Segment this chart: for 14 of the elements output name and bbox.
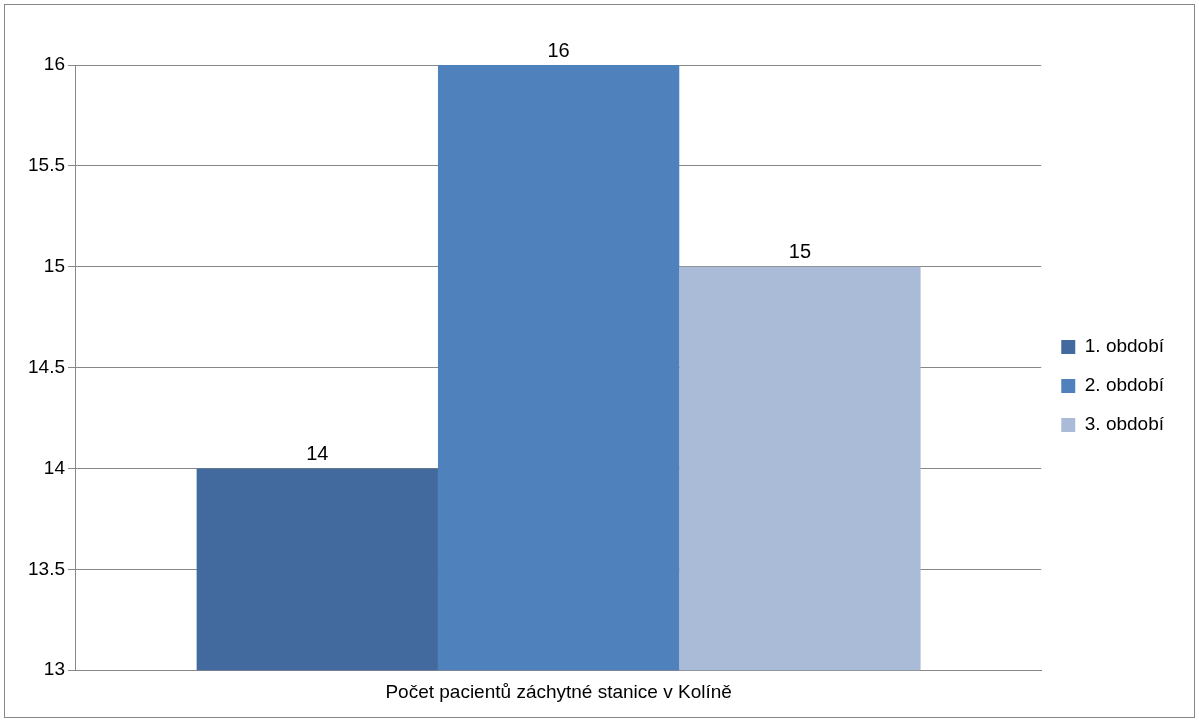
y-tick-label: 15 (43, 254, 65, 276)
y-tick-label: 14.5 (28, 355, 65, 377)
data-label: 15 (788, 240, 812, 263)
legend-label: 1. období (1084, 335, 1165, 357)
y-tick-label: 16 (43, 53, 65, 75)
data-label: 14 (306, 441, 329, 464)
y-tick-label: 14 (43, 456, 66, 478)
y-tick-label: 13.5 (28, 557, 65, 579)
y-tick-label: 13 (43, 658, 65, 680)
legend-label: 3. období (1084, 413, 1165, 435)
data-label: 16 (547, 38, 570, 61)
y-tick-label: 15.5 (28, 154, 65, 176)
x-tick-label: Počet pacientů záchytné stanice v Kolíně (385, 680, 732, 702)
legend-label: 2. období (1084, 374, 1165, 396)
